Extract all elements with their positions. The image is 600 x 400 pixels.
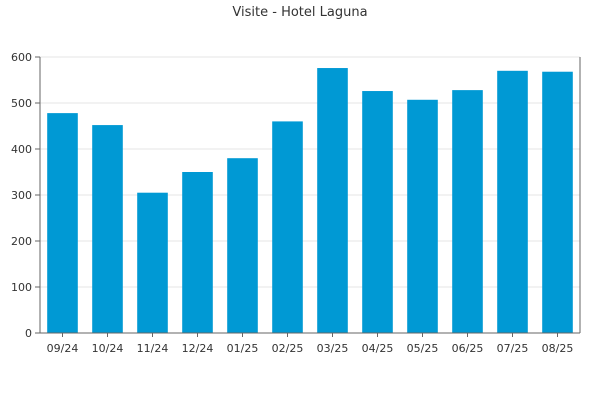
bar-07-25[interactable] [497,70,528,334]
y-tick-label: 200 [11,235,32,248]
x-tick-label: 08/25 [542,342,574,355]
x-tick-label: 06/25 [452,342,484,355]
x-tick-label: 05/25 [407,342,439,355]
y-tick-label: 100 [11,281,32,294]
x-tick-label: 12/24 [182,342,214,355]
y-tick-label: 500 [11,97,32,110]
y-tick-label: 600 [11,51,32,64]
bar-05-25[interactable] [407,99,438,333]
x-tick-label: 04/25 [362,342,394,355]
y-tick-label: 400 [11,143,32,156]
bar-03-25[interactable] [317,68,348,333]
gridlines [40,56,580,288]
bar-11-24[interactable] [137,192,168,333]
bars [47,68,573,334]
bar-01-25[interactable] [227,158,258,333]
bar-06-25[interactable] [452,90,483,334]
bar-08-25[interactable] [542,71,573,333]
x-axis-ticks: 09/24 10/24 11/24 12/24 01/25 02/25 03/25 04/25… [47,333,574,355]
x-tick-label: 01/25 [227,342,259,355]
x-tick-label: 11/24 [137,342,169,355]
x-tick-label: 07/25 [497,342,529,355]
bar-12-24[interactable] [182,172,213,333]
bar-09-24[interactable] [47,113,78,334]
y-tick-label: 0 [25,327,32,340]
x-tick-label: 02/25 [272,342,304,355]
y-tick-label: 300 [11,189,32,202]
chart-title: Visite - Hotel Laguna [232,5,367,20]
bar-02-25[interactable] [272,121,303,334]
x-tick-label: 10/24 [92,342,124,355]
x-tick-label: 09/24 [47,342,79,355]
x-tick-label: 03/25 [317,342,349,355]
bar-04-25[interactable] [362,91,393,333]
bar-10-24[interactable] [92,125,123,333]
y-axis-ticks: 0 100 200 300 400 500 600 [11,51,40,340]
